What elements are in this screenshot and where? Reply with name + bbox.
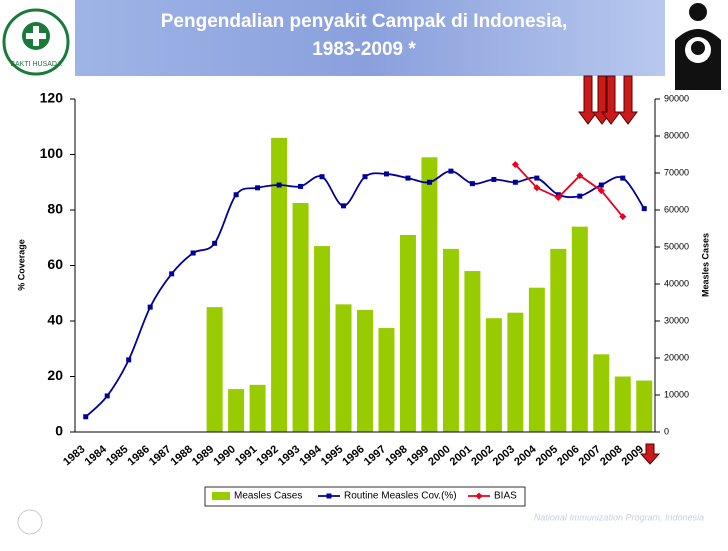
marker (512, 179, 518, 185)
bar (464, 271, 481, 432)
y2-tick-label: 0 (664, 426, 669, 436)
marker (426, 179, 432, 185)
bar (550, 248, 567, 432)
line (514, 163, 624, 218)
logo-text: BAKTI HUSADA (10, 61, 62, 68)
y-tick-label: 80 (47, 201, 63, 217)
arrows (578, 75, 661, 465)
bar (271, 137, 288, 432)
bar (593, 354, 610, 432)
legend-label: Measles Cases (234, 491, 302, 502)
marker (255, 185, 261, 191)
marker (104, 393, 110, 399)
y-tick-label: 40 (47, 312, 63, 328)
marker (233, 192, 239, 198)
legend-marker (326, 493, 332, 499)
y2-tick-label: 80000 (664, 130, 689, 140)
logo: BAKTI HUSADA (2, 8, 70, 76)
title-banner (75, 0, 665, 76)
y2-tick-label: 50000 (664, 241, 689, 251)
marker (341, 203, 347, 209)
marker (554, 194, 562, 202)
bar (421, 157, 438, 432)
bar (571, 226, 588, 432)
y-tick-label: 20 (47, 367, 63, 383)
legend-label: Routine Measles Cov.(%) (344, 491, 457, 502)
marker (405, 175, 411, 181)
marker (576, 172, 584, 180)
bar (636, 380, 653, 432)
bar (314, 246, 331, 432)
marker (212, 240, 218, 246)
footer-logo (17, 509, 43, 535)
y-tick-label: 60 (47, 256, 63, 272)
bar (442, 248, 459, 432)
y2-tick-label: 60000 (664, 204, 689, 214)
bar (507, 312, 524, 432)
bar (357, 309, 373, 432)
marker (597, 187, 605, 195)
legend-box (204, 486, 526, 507)
legend: Measles Cases Routine Measles Cov.(%) BIAS (204, 486, 526, 507)
marker (83, 414, 89, 420)
marker (534, 175, 540, 181)
marker (619, 213, 627, 221)
marker (383, 171, 389, 177)
bar (292, 202, 309, 432)
footer: National Immunization Program, Indonesia (534, 512, 704, 522)
marker (533, 184, 541, 192)
y2-axis-label: Measles Cases (700, 233, 710, 297)
marker (147, 304, 153, 310)
bar (528, 287, 545, 432)
bar (228, 389, 245, 432)
marker (190, 250, 196, 256)
chart-title: Pengendalian penyakit Campak di Indonesi… (161, 11, 568, 32)
marker (491, 176, 497, 182)
marker (362, 174, 368, 180)
y2-tick-label: 70000 (664, 167, 689, 177)
y2-tick-label: 20000 (664, 352, 689, 362)
marker (620, 175, 626, 181)
y-tick-label: 100 (40, 145, 64, 161)
marker (276, 182, 282, 188)
y-tick-label: 120 (40, 90, 64, 106)
marker (319, 174, 325, 180)
bar (485, 318, 502, 432)
y2-tick-label: 40000 (664, 278, 689, 288)
marker (126, 357, 132, 363)
marker (577, 193, 583, 199)
bar (614, 376, 631, 432)
marker (298, 183, 304, 189)
bar (206, 307, 223, 432)
marker (448, 168, 454, 174)
marker (641, 206, 647, 212)
family-icon (675, 3, 721, 90)
legend-marker (475, 492, 483, 500)
bar (378, 328, 395, 432)
y2-tick-label: 90000 (664, 93, 689, 103)
marker (511, 160, 519, 168)
legend-label: BIAS (494, 491, 517, 502)
legend-swatch (212, 492, 230, 500)
bar (249, 384, 266, 432)
marker (598, 182, 604, 188)
y2-tick-label: 10000 (664, 389, 689, 399)
marker (469, 181, 475, 187)
marker (169, 271, 175, 277)
y-axis-label: % Coverage (16, 239, 26, 291)
bar (335, 304, 352, 432)
y2-tick-label: 30000 (664, 315, 689, 325)
bar (399, 234, 416, 432)
chart-title: 1983-2009 * (312, 39, 416, 60)
y-tick-label: 0 (55, 423, 63, 439)
